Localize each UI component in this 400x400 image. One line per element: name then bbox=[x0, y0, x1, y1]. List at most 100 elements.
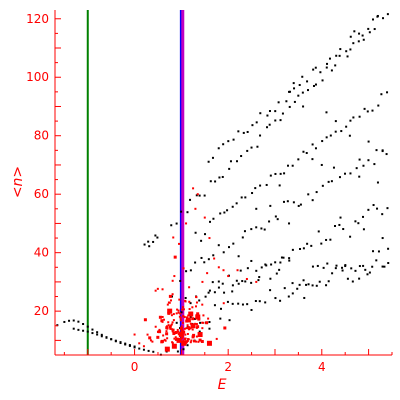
data-point-black bbox=[237, 282, 240, 285]
data-point-red bbox=[222, 269, 225, 272]
data-point-red bbox=[148, 336, 152, 340]
data-point-black bbox=[228, 319, 231, 322]
data-point-black bbox=[353, 30, 356, 33]
data-point-black bbox=[239, 269, 242, 272]
data-point-red bbox=[168, 325, 172, 329]
data-point-red bbox=[189, 341, 192, 344]
data-point-black bbox=[320, 242, 323, 245]
data-point-black bbox=[260, 227, 263, 230]
data-point-black bbox=[179, 279, 182, 282]
data-point-red bbox=[185, 327, 188, 330]
data-point-red bbox=[154, 325, 157, 328]
data-point-red bbox=[151, 340, 154, 343]
data-point-black bbox=[227, 246, 230, 249]
data-point-red bbox=[200, 339, 204, 343]
data-point-black bbox=[372, 250, 375, 253]
data-point-black bbox=[351, 280, 354, 283]
data-point-black bbox=[207, 160, 210, 163]
data-point-red bbox=[164, 346, 170, 352]
data-point-black bbox=[209, 180, 212, 183]
data-point-black bbox=[367, 27, 370, 30]
data-point-black bbox=[86, 325, 89, 328]
data-point-black bbox=[105, 336, 108, 339]
data-point-red bbox=[156, 287, 159, 290]
data-point-black bbox=[204, 233, 207, 236]
data-point-black bbox=[63, 320, 66, 323]
y-tick-label: 80 bbox=[34, 129, 49, 143]
data-point-black bbox=[175, 222, 178, 225]
data-point-black bbox=[176, 350, 179, 353]
data-point-black bbox=[279, 299, 282, 302]
data-point-black bbox=[349, 235, 352, 238]
data-point-red bbox=[162, 334, 165, 337]
data-point-black bbox=[358, 175, 361, 178]
data-point-red bbox=[194, 207, 197, 210]
data-point-red bbox=[181, 308, 184, 311]
data-point-black bbox=[293, 100, 296, 103]
data-point-black bbox=[77, 320, 80, 323]
data-point-red bbox=[177, 333, 180, 336]
data-point-black bbox=[376, 207, 379, 210]
data-point-red bbox=[193, 339, 196, 342]
data-point-black bbox=[346, 55, 349, 58]
data-point-black bbox=[175, 321, 178, 324]
data-point-red bbox=[196, 312, 200, 316]
data-point-black bbox=[355, 167, 358, 170]
data-point-black bbox=[246, 267, 249, 270]
data-point-black bbox=[280, 256, 283, 259]
data-point-black bbox=[386, 207, 389, 210]
data-point-black bbox=[307, 89, 310, 92]
data-point-black bbox=[185, 270, 188, 273]
data-point-red bbox=[195, 314, 201, 320]
data-point-black bbox=[200, 256, 203, 259]
data-point-black bbox=[349, 48, 352, 51]
data-point-black bbox=[342, 228, 345, 231]
data-point-black bbox=[244, 280, 247, 283]
data-point-black bbox=[255, 121, 258, 124]
data-point-black bbox=[223, 291, 226, 294]
data-point-black bbox=[212, 217, 215, 220]
data-point-black bbox=[302, 279, 305, 282]
data-point-black bbox=[329, 134, 332, 137]
data-point-red bbox=[195, 340, 198, 343]
data-point-red bbox=[222, 302, 225, 305]
data-point-black bbox=[250, 308, 253, 311]
data-point-black bbox=[358, 32, 361, 35]
red-series bbox=[133, 187, 258, 352]
data-point-black bbox=[376, 14, 379, 17]
data-point-black bbox=[211, 156, 214, 159]
data-point-black bbox=[237, 130, 240, 133]
data-point-red bbox=[188, 286, 191, 289]
data-point-red bbox=[179, 327, 183, 331]
data-point-black bbox=[171, 295, 174, 298]
data-point-red bbox=[167, 301, 170, 304]
data-point-black bbox=[203, 194, 206, 197]
data-point-black bbox=[237, 302, 240, 305]
data-point-black bbox=[138, 347, 141, 350]
data-point-black bbox=[198, 330, 201, 333]
data-point-black bbox=[189, 302, 192, 305]
data-point-black bbox=[235, 202, 238, 205]
data-point-black bbox=[260, 266, 263, 269]
data-point-black bbox=[200, 239, 203, 242]
data-point-red bbox=[182, 339, 185, 342]
data-point-black bbox=[194, 261, 197, 264]
data-point-black bbox=[268, 220, 271, 223]
data-point-black bbox=[274, 172, 277, 175]
data-point-black bbox=[91, 328, 94, 331]
data-point-black bbox=[281, 112, 284, 115]
data-point-black bbox=[387, 247, 390, 250]
data-point-black bbox=[311, 143, 314, 146]
data-point-black bbox=[219, 317, 222, 320]
data-point-red bbox=[164, 339, 167, 342]
data-point-black bbox=[386, 13, 389, 16]
data-point-red bbox=[138, 342, 141, 345]
data-point-black bbox=[82, 323, 85, 326]
data-point-black bbox=[255, 226, 258, 229]
data-point-black bbox=[128, 344, 131, 347]
y-tick-label: 60 bbox=[34, 187, 49, 201]
data-point-red bbox=[165, 325, 168, 328]
data-point-black bbox=[207, 291, 210, 294]
data-point-black bbox=[282, 256, 285, 259]
data-point-black bbox=[301, 91, 304, 94]
